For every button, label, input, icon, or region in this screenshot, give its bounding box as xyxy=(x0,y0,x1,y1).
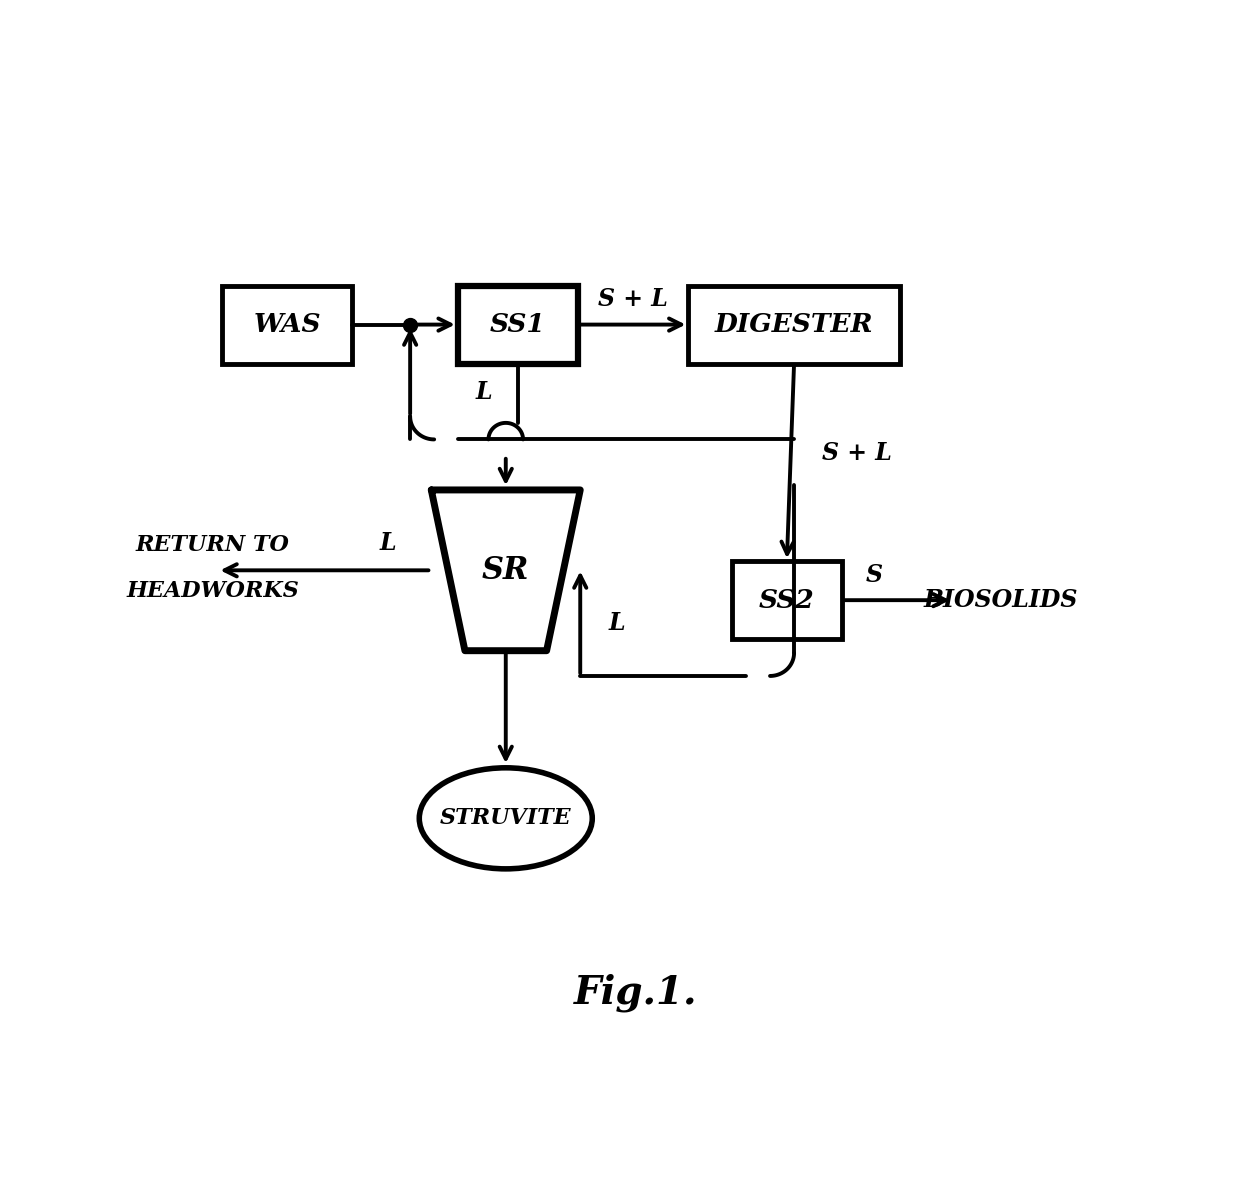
FancyBboxPatch shape xyxy=(688,285,900,364)
Text: L: L xyxy=(609,611,625,635)
FancyBboxPatch shape xyxy=(732,561,842,639)
Ellipse shape xyxy=(419,768,593,869)
Polygon shape xyxy=(432,490,580,650)
Text: SS1: SS1 xyxy=(490,313,546,338)
Text: HEADWORKS: HEADWORKS xyxy=(126,580,299,601)
Text: Fig.1.: Fig.1. xyxy=(574,973,697,1012)
FancyBboxPatch shape xyxy=(458,285,578,364)
Text: L: L xyxy=(476,381,492,404)
Text: BIOSOLIDS: BIOSOLIDS xyxy=(924,588,1078,612)
Text: WAS: WAS xyxy=(253,313,321,338)
Text: L: L xyxy=(379,531,397,555)
Text: SS2: SS2 xyxy=(759,588,815,613)
FancyBboxPatch shape xyxy=(222,285,352,364)
Text: S + L: S + L xyxy=(822,441,892,465)
Text: RETURN TO: RETURN TO xyxy=(135,533,290,556)
Text: S + L: S + L xyxy=(598,286,668,311)
Text: STRUVITE: STRUVITE xyxy=(440,808,572,829)
Text: DIGESTER: DIGESTER xyxy=(714,313,873,338)
Text: S: S xyxy=(866,563,883,587)
Text: SR: SR xyxy=(482,555,529,586)
